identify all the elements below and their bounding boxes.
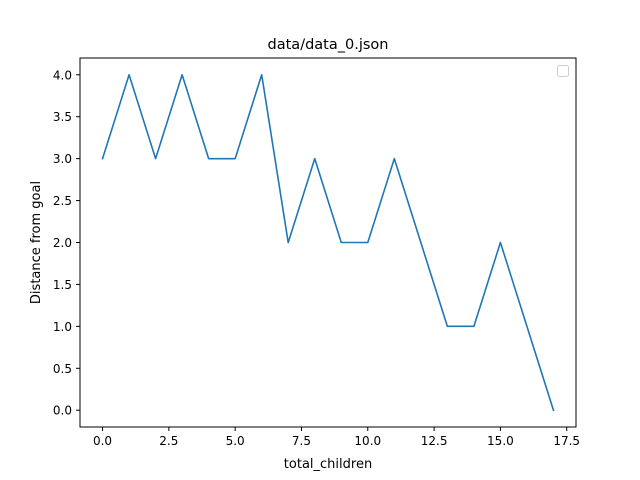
y-tick-label: 0.0 xyxy=(53,404,72,418)
legend-box xyxy=(557,65,569,77)
y-tick-label: 1.0 xyxy=(53,320,72,334)
ticks: 0.0 2.5 5.0 7.5 10.0 12.5 15.0 17.5 0.0 0.5 1.0 1.5… xyxy=(53,68,580,448)
x-tick-label: 10.0 xyxy=(354,434,381,448)
y-tick-label: 0.5 xyxy=(53,362,72,376)
y-axis-label: Distance from goal xyxy=(29,181,44,304)
y-tick-label: 4.0 xyxy=(53,68,72,82)
series-layer xyxy=(101,73,555,412)
x-tick-label: 12.5 xyxy=(421,434,448,448)
x-tick-label: 7.5 xyxy=(292,434,311,448)
series-line xyxy=(101,73,555,412)
y-tick-label: 2.5 xyxy=(53,194,72,208)
x-tick-label: 17.5 xyxy=(553,434,580,448)
plot-frame xyxy=(79,57,577,428)
y-tick-label: 3.5 xyxy=(53,110,72,124)
x-tick-label: 2.5 xyxy=(159,434,178,448)
y-tick-label: 2.0 xyxy=(53,236,72,250)
y-tick-label: 3.0 xyxy=(53,152,72,166)
x-tick-label: 5.0 xyxy=(226,434,245,448)
x-tick-label: 0.0 xyxy=(93,434,112,448)
y-tick-label: 1.5 xyxy=(53,278,72,292)
x-tick-label: 15.0 xyxy=(487,434,514,448)
x-axis-label: total_children xyxy=(284,457,372,472)
chart-title: data/data_0.json xyxy=(268,37,389,53)
